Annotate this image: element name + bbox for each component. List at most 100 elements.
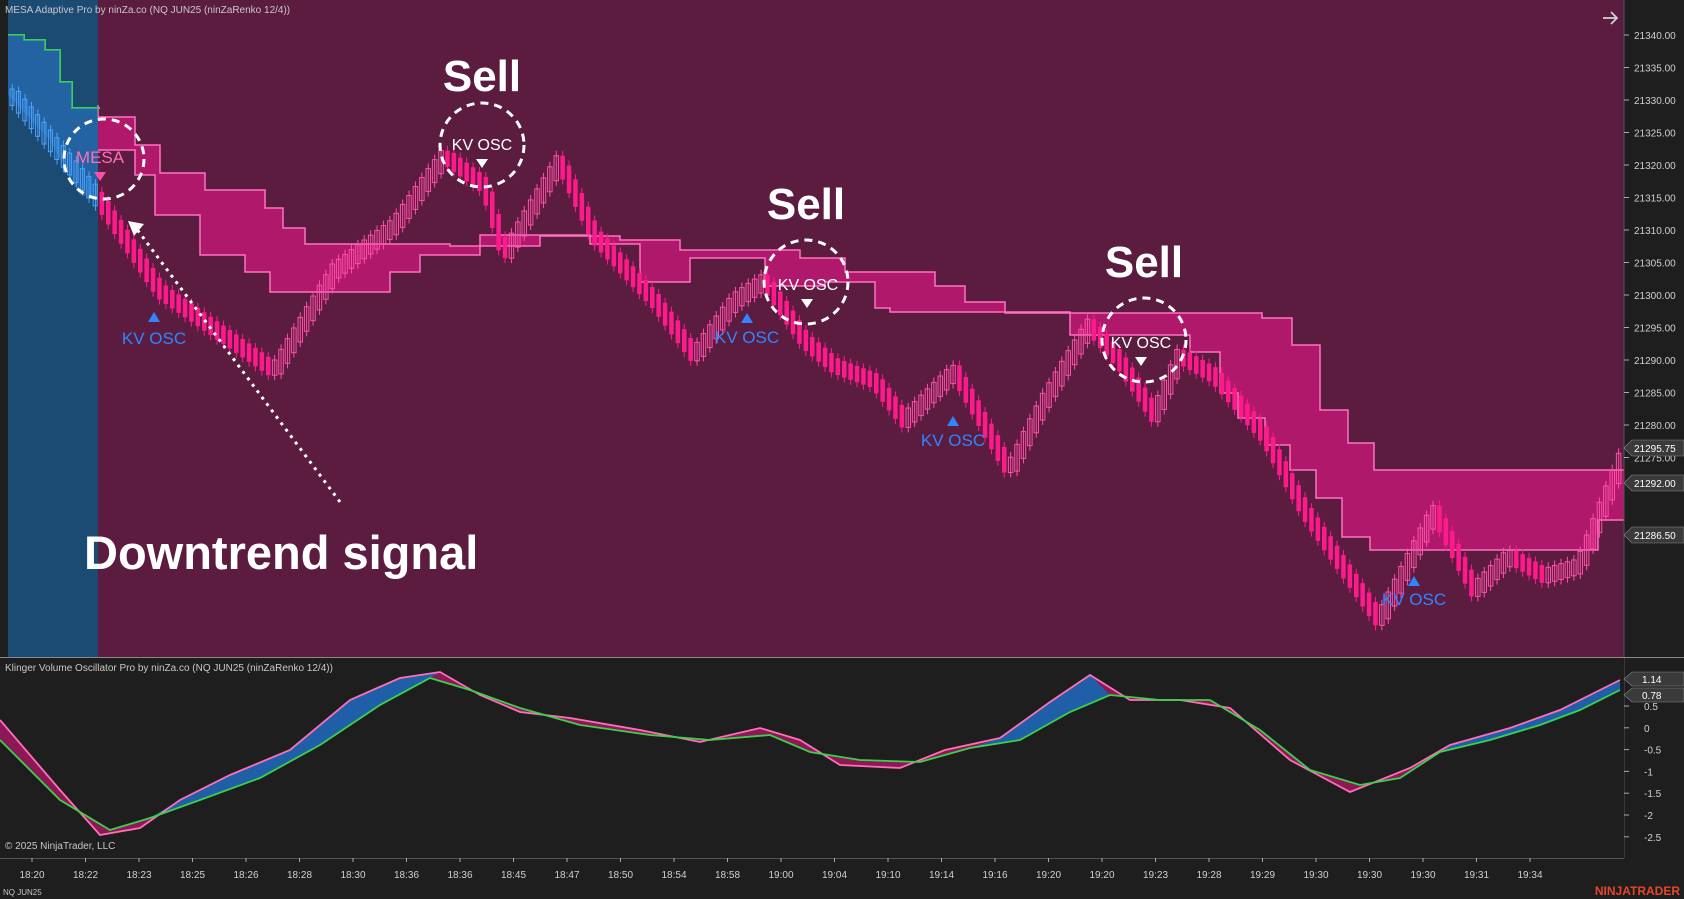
annotations: MESA Sell KV OSC Sell KV OSC Sell KV OSC… <box>62 52 1446 609</box>
time-tick-label: 18:30 <box>340 870 365 881</box>
sell-circle-2 <box>762 238 850 326</box>
price-tick-label: 21275.00 <box>1634 454 1676 465</box>
price-tag-value: 21286.50 <box>1634 531 1676 542</box>
osc-fast-line <box>0 671 1621 836</box>
osc-value-tag-text: 1.14 <box>1642 675 1662 686</box>
left-gutter <box>0 0 8 657</box>
price-tick-label: 21295.00 <box>1634 324 1676 335</box>
price-tag <box>1623 439 1684 457</box>
time-tick-label: 18:26 <box>233 870 258 881</box>
mesa-signal-circle <box>62 117 146 201</box>
time-tick-label: 19:34 <box>1517 870 1542 881</box>
time-tick-label: 18:47 <box>554 870 579 881</box>
osc-bullish-fill <box>150 672 440 818</box>
time-axis-ticks: 18:20 18:22 18:23 18:25 18:26 18:28 18:30 18:36… <box>19 858 1543 881</box>
right-arrow-icon[interactable] <box>1603 11 1619 25</box>
mesa-label: MESA <box>76 148 125 167</box>
price-tick-label: 21330.00 <box>1634 96 1676 107</box>
price-panel-title: MESA Adaptive Pro by ninZa.co (NQ JUN25 … <box>5 5 290 16</box>
time-tick-label: 19:04 <box>822 870 847 881</box>
price-tick-label: 21300.00 <box>1634 291 1676 302</box>
time-tick-label: 19:00 <box>768 870 793 881</box>
time-tick-label: 19:20 <box>1089 870 1114 881</box>
sell-down-triangle-icon <box>1135 357 1147 366</box>
price-tag-value: 21292.00 <box>1634 479 1676 490</box>
kv-osc-up-triangle-icon <box>947 416 959 426</box>
time-tick-label: 19:31 <box>1464 870 1489 881</box>
oscillator-background <box>0 658 1624 858</box>
osc-tick-label: -2 <box>1644 811 1653 822</box>
downtrend-dotted-arrow <box>134 227 342 503</box>
mesa-cloud-lower-line <box>98 149 1624 551</box>
ninjatrader-logo: NINJATRADER <box>1595 884 1680 898</box>
time-tick-label: 18:45 <box>501 870 526 881</box>
mesa-cloud-fill <box>98 105 1624 550</box>
time-tick-label: 18:28 <box>287 870 312 881</box>
osc-slow-line <box>0 677 1621 831</box>
copyright-text: © 2025 NinjaTrader, LLC <box>5 841 115 852</box>
oscillator-axis-ticks: 0.5 0 -0.5 -1 -1.5 -2 -2.5 <box>1624 702 1662 844</box>
price-tick-label: 21315.00 <box>1634 194 1676 205</box>
time-tick-label: 18:36 <box>447 870 472 881</box>
time-tick-label: 18:25 <box>180 870 205 881</box>
price-panel[interactable]: MESA Adaptive Pro by ninZa.co (NQ JUN25 … <box>0 0 1684 860</box>
mesa-cloud <box>8 34 1624 551</box>
price-tick-label: 21340.00 <box>1634 31 1676 42</box>
osc-tick-label: -1.5 <box>1644 789 1662 800</box>
time-tick-label: 18:58 <box>715 870 740 881</box>
price-axis[interactable] <box>1624 0 1684 657</box>
oscillator-panel-title: Klinger Volume Oscillator Pro by ninZa.c… <box>5 663 333 674</box>
kv-osc-buy-label: KV OSC <box>122 329 186 348</box>
price-tags: 21295.75 21292.00 21286.50 <box>1623 439 1684 544</box>
instrument-label: NQ JUN25 <box>3 888 42 897</box>
time-tick-label: 18:22 <box>73 870 98 881</box>
kv-osc-sell-label-3: KV OSC <box>1111 335 1171 352</box>
price-panel-background <box>0 0 1624 657</box>
renko-bars <box>9 84 1622 631</box>
time-tick-label: 18:54 <box>661 870 686 881</box>
mesa-cloud-upper-line <box>97 105 1624 471</box>
time-tick-label: 19:29 <box>1250 870 1275 881</box>
time-tick-label: 19:20 <box>1036 870 1061 881</box>
time-axis[interactable] <box>0 858 1684 899</box>
sell-label-3: Sell <box>1105 238 1183 287</box>
price-axis-ticks: 21340.00 21335.00 21330.00 21325.00 21320.00… <box>1624 31 1676 465</box>
mesa-uptrend-cloud <box>8 35 98 200</box>
time-tick-label: 19:30 <box>1357 870 1382 881</box>
price-tag <box>1623 474 1684 492</box>
time-tick-label: 19:28 <box>1196 870 1221 881</box>
price-tick-label: 21320.00 <box>1634 161 1676 172</box>
osc-tick-label: 0 <box>1644 724 1650 735</box>
oscillator-panel[interactable]: Klinger Volume Oscillator Pro by ninZa.c… <box>0 658 1684 858</box>
time-tick-label: 18:50 <box>608 870 633 881</box>
price-tick-label: 21305.00 <box>1634 259 1676 270</box>
price-tick-label: 21290.00 <box>1634 356 1676 367</box>
kv-osc-up-triangle-icon <box>1408 576 1420 586</box>
time-tick-label: 19:23 <box>1143 870 1168 881</box>
osc-tick-label: -1 <box>1644 767 1653 778</box>
sell-circle-3 <box>1100 296 1188 384</box>
osc-bullish-fill <box>970 675 1110 748</box>
sell-down-triangle-icon <box>801 299 813 308</box>
kv-osc-buy-label: KV OSC <box>921 431 985 450</box>
sell-label-2: Sell <box>767 180 845 229</box>
time-tick-label: 19:30 <box>1410 870 1435 881</box>
price-tick-label: 21280.00 <box>1634 421 1676 432</box>
kv-osc-up-triangle-icon <box>741 313 753 323</box>
kv-osc-buy-label: KV OSC <box>1382 590 1446 609</box>
klinger-oscillator-lines <box>0 671 1621 836</box>
osc-tick-label: 0.5 <box>1644 702 1658 713</box>
time-tick-label: 18:36 <box>394 870 419 881</box>
osc-tick-label: -2.5 <box>1644 833 1662 844</box>
time-tick-label: 19:14 <box>929 870 954 881</box>
mesa-down-triangle-icon <box>94 172 106 181</box>
oscillator-tags: 1.14 0.78 <box>1623 671 1684 703</box>
arrow-head-icon <box>128 221 144 236</box>
kv-osc-sell-label-1: KV OSC <box>452 137 512 154</box>
time-tick-label: 18:23 <box>126 870 151 881</box>
price-tick-label: 21335.00 <box>1634 64 1676 75</box>
osc-value-tag-text: 0.78 <box>1642 691 1662 702</box>
price-tick-label: 21325.00 <box>1634 129 1676 140</box>
price-tick-label: 21285.00 <box>1634 389 1676 400</box>
